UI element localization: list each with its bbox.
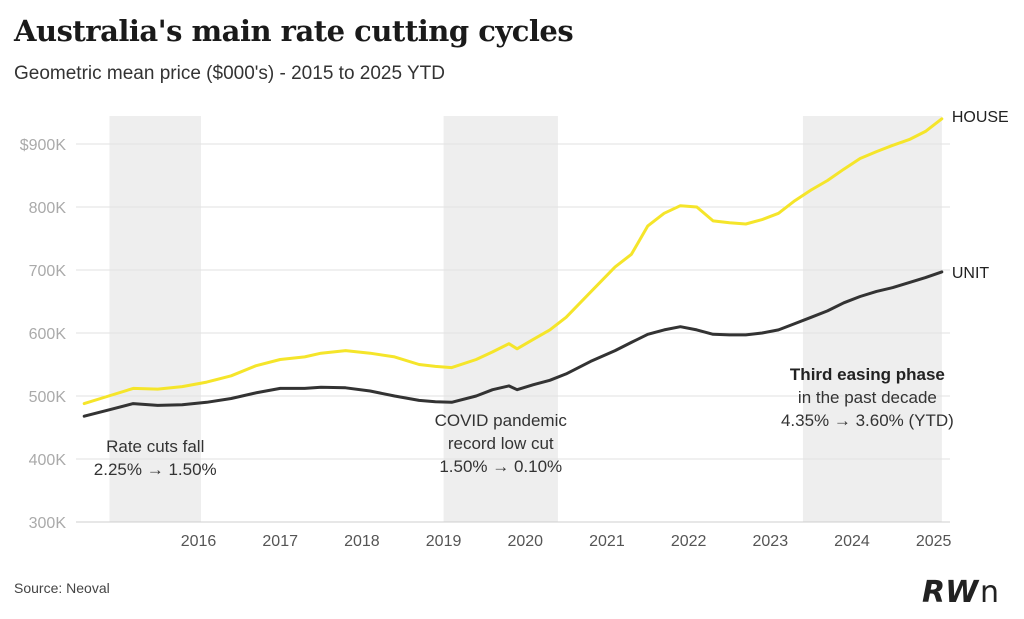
x-tick-label: 2017 <box>262 533 298 550</box>
y-tick-label: 500K <box>29 389 67 406</box>
annotation-period-2-line: record low cut <box>448 434 554 453</box>
shaded-period-2 <box>443 116 558 522</box>
annotation-period-3-line: 4.35% → 3.60% (YTD) <box>781 411 954 430</box>
annotation-period-2-line: COVID pandemic <box>435 411 568 430</box>
annotation-period-1-line: Rate cuts fall <box>106 437 204 456</box>
annotation-period-2-line: 1.50% → 0.10% <box>439 457 562 476</box>
y-tick-label: 600K <box>29 326 67 343</box>
svg-text:RW: RW <box>922 575 980 608</box>
x-tick-label: 2018 <box>344 533 380 550</box>
x-tick-label: 2025 <box>916 533 952 550</box>
y-tick-label: 700K <box>29 263 67 280</box>
chart-title: Australia's main rate cutting cycles <box>14 14 574 48</box>
x-tick-label: 2020 <box>507 533 543 550</box>
y-tick-label: 300K <box>29 515 67 532</box>
annotation-period-3-heading: Third easing phase <box>790 365 945 384</box>
annotation-period-1-line: 2.25% → 1.50% <box>94 460 217 479</box>
y-tick-label: 400K <box>29 452 67 469</box>
chart-subtitle: Geometric mean price ($000's) - 2015 to … <box>14 63 445 84</box>
x-tick-label: 2022 <box>671 533 707 550</box>
y-tick-label: $900K <box>20 137 67 154</box>
x-tick-label: 2016 <box>181 533 217 550</box>
series-label-house: HOUSE <box>952 109 1009 126</box>
annotation-period-3-line: in the past decade <box>798 388 937 407</box>
shaded-period-1 <box>109 116 201 522</box>
x-tick-label: 2021 <box>589 533 625 550</box>
series-line-unit <box>82 270 944 418</box>
x-tick-label: 2024 <box>834 533 870 550</box>
series-line-house <box>82 117 944 406</box>
shaded-period-3 <box>802 116 942 522</box>
source-note: Source: Neoval <box>14 580 110 596</box>
x-tick-label: 2023 <box>753 533 789 550</box>
rwn-logo: RW n <box>922 575 999 608</box>
x-tick-label: 2019 <box>426 533 462 550</box>
series-label-unit: UNIT <box>952 265 990 282</box>
svg-text:n: n <box>980 575 999 608</box>
y-tick-label: 800K <box>29 200 67 217</box>
